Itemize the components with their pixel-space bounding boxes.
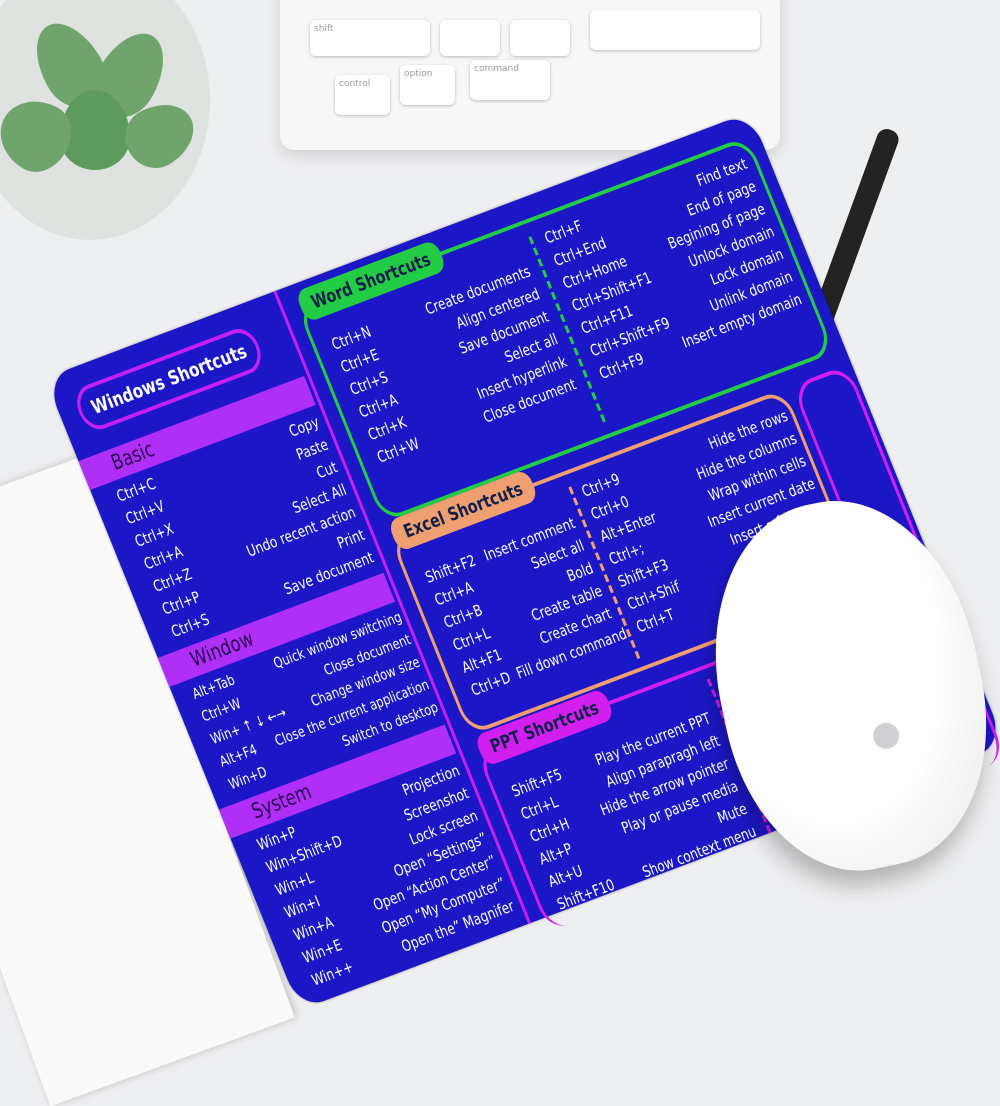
key-shift: shift: [310, 20, 430, 56]
apple-logo-icon: ●: [867, 710, 905, 757]
key: [590, 10, 760, 50]
key-command: command: [470, 60, 550, 100]
key: [510, 20, 570, 56]
keyboard: shift control option command: [280, 0, 780, 150]
key-control: control: [335, 75, 390, 115]
key: [440, 20, 500, 56]
key-option: option: [400, 65, 455, 105]
succulent-plant: [0, 0, 210, 240]
